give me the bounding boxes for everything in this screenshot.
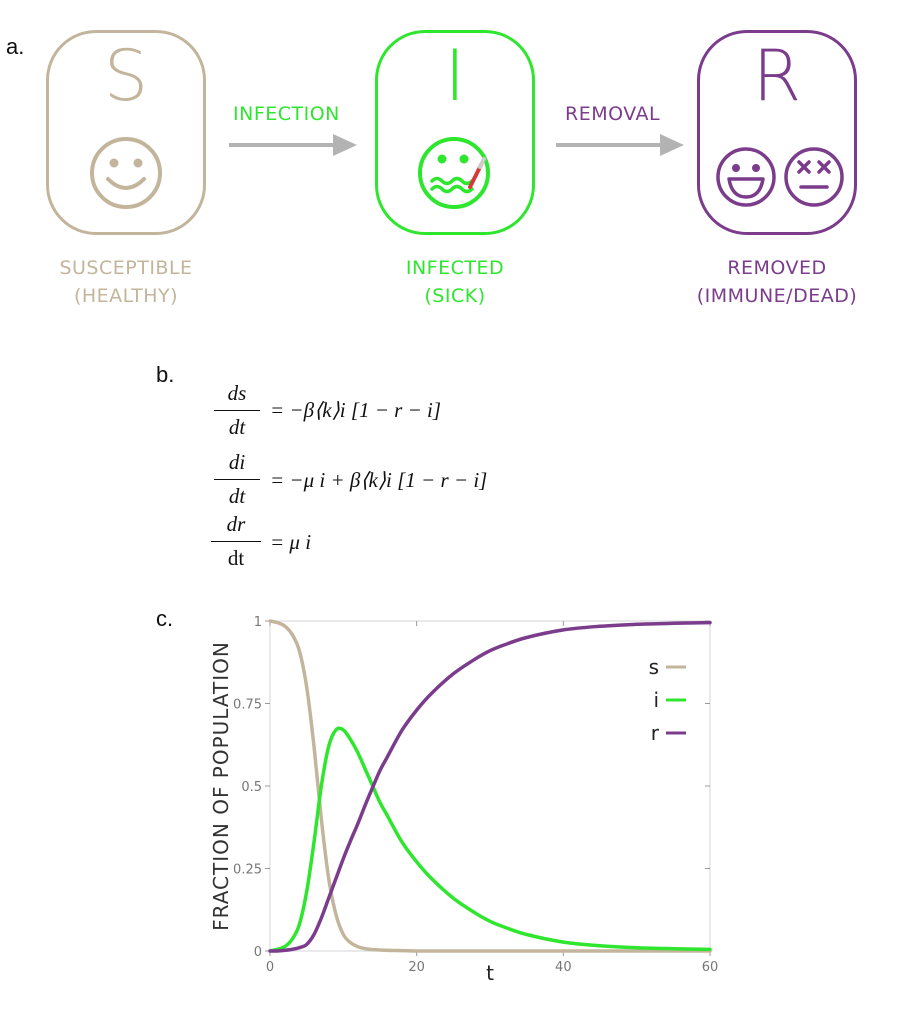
infected-caption-line2: (SICK) [424, 285, 486, 307]
removed-caption: REMOVED (IMMUNE/DEAD) [677, 254, 877, 310]
x-tick-label: 20 [408, 960, 425, 975]
sick-face-thermometer-icon [418, 137, 490, 209]
removed-box: R [697, 30, 857, 235]
eq1-numerator: ds [227, 381, 247, 405]
removal-arrow [556, 134, 684, 156]
x-tick-label: 60 [702, 960, 719, 975]
legend-label-s: s [649, 655, 659, 679]
eq2-denominator: dt [228, 484, 246, 508]
eq2-fraction: di dt [214, 450, 260, 509]
legend-label-r: r [651, 721, 660, 745]
series-line-i [268, 726, 712, 953]
x-tick-label: 0 [266, 960, 274, 975]
removed-caption-line2: (IMMUNE/DEAD) [696, 285, 858, 307]
y-tick-label: 0.75 [233, 698, 262, 713]
eq1-denominator: dt [228, 415, 246, 439]
infected-caption-line1: INFECTED [405, 257, 505, 279]
eq1-fraction: ds dt [214, 381, 260, 440]
y-tick-label: 0.25 [233, 863, 262, 878]
infected-caption: INFECTED (SICK) [355, 254, 555, 310]
removal-label: REMOVAL [565, 103, 661, 125]
removed-letter: R [752, 35, 802, 117]
smiley-icon [90, 137, 162, 209]
eq3-numerator: dr [226, 512, 246, 536]
infected-letter: I [444, 35, 466, 117]
y-axis-label: FRACTION OF POPULATION [209, 641, 233, 931]
sir-chart: 0 0.25 0.5 0.75 1 0 20 40 60 FRACTION OF POPULA… [209, 615, 719, 985]
infected-box: I [375, 30, 535, 235]
eq2-rhs: = −μ i + β⟨k⟩i [1 − r − i] [270, 468, 488, 492]
panel-label-b: b. [156, 362, 175, 387]
eq3-fraction: dr dt [211, 512, 261, 571]
removed-caption-line1: REMOVED [727, 257, 827, 279]
eq2-numerator: di [228, 450, 246, 474]
panel-label-c: c. [156, 606, 174, 631]
infection-label: INFECTION [233, 103, 340, 125]
grinning-face-icon [716, 147, 776, 207]
series-line-s [268, 619, 712, 953]
susceptible-box: S [46, 30, 206, 235]
y-tick-label: 0 [254, 945, 262, 960]
y-tick-label: 0.5 [241, 780, 262, 795]
x-tick-label: 40 [555, 960, 572, 975]
infection-arrow [229, 134, 357, 156]
plot-frame [269, 620, 711, 952]
susceptible-caption: SUSCEPTIBLE (HEALTHY) [26, 254, 226, 310]
susceptible-caption-line1: SUSCEPTIBLE [59, 257, 193, 279]
panel-label-a: a. [6, 34, 25, 59]
dead-face-icon [784, 147, 844, 207]
series-line-r [268, 620, 712, 953]
eq1-rhs: = −β⟨k⟩i [1 − r − i] [270, 398, 442, 422]
susceptible-caption-line2: (HEALTHY) [73, 285, 179, 307]
legend-label-i: i [653, 688, 659, 712]
eq3-rhs: = μ i [270, 530, 312, 554]
susceptible-letter: S [103, 35, 149, 117]
y-tick-label: 1 [254, 615, 262, 630]
eq3-denominator: dt [227, 546, 245, 570]
x-axis-label: t [486, 961, 494, 985]
